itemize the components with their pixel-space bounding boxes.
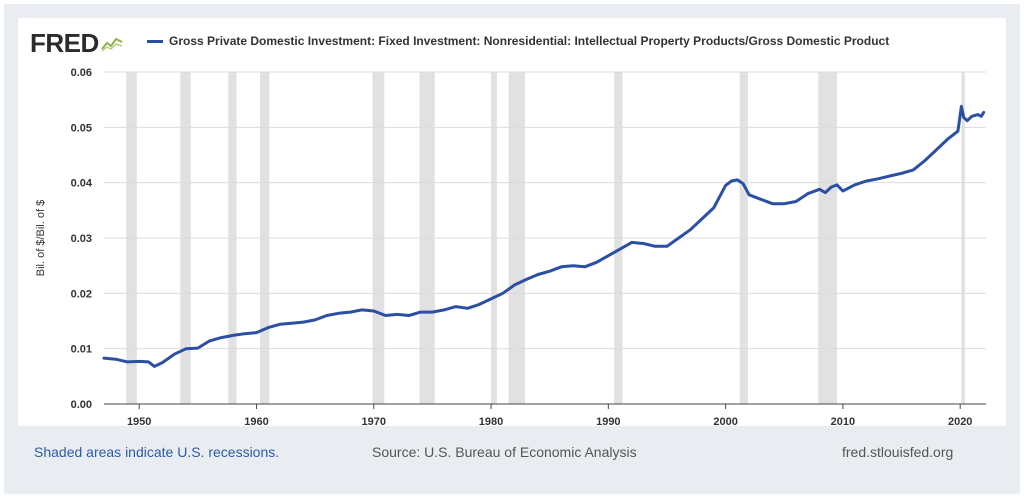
- y-tick-label: 0.03: [71, 233, 92, 245]
- recessions-note: Shaded areas indicate U.S. recessions.: [34, 444, 280, 460]
- source-note: Source: U.S. Bureau of Economic Analysis: [372, 444, 637, 460]
- x-tick-label: 1990: [596, 416, 620, 428]
- y-tick-label: 0.04: [71, 178, 93, 190]
- chart-line-icon: [100, 34, 123, 52]
- y-tick-label: 0.02: [71, 288, 92, 300]
- y-tick-label: 0.06: [71, 67, 92, 79]
- series-line: [102, 104, 986, 368]
- legend-swatch: [147, 39, 163, 43]
- fred-logo[interactable]: FRED: [30, 28, 123, 58]
- x-tick-label: 2020: [948, 416, 972, 428]
- y-tick-label: 0.01: [71, 344, 92, 356]
- y-tick-label: 0.00: [71, 399, 92, 411]
- y-axis-label: Bil. of $/Bil. of $: [35, 200, 47, 276]
- site-link[interactable]: fred.stlouisfed.org: [842, 444, 954, 460]
- y-tick-label: 0.05: [71, 122, 92, 134]
- x-tick-label: 1960: [244, 416, 268, 428]
- legend-label: Gross Private Domestic Investment: Fixed…: [169, 34, 890, 48]
- logo-text: FRED: [30, 27, 99, 58]
- x-tick-label: 2010: [831, 416, 855, 428]
- x-tick-label: 1970: [362, 416, 386, 428]
- x-tick-label: 1980: [479, 416, 503, 428]
- x-tick-label: 1950: [127, 416, 151, 428]
- legend: Gross Private Domestic Investment: Fixed…: [147, 30, 889, 52]
- x-tick-label: 2000: [713, 416, 737, 428]
